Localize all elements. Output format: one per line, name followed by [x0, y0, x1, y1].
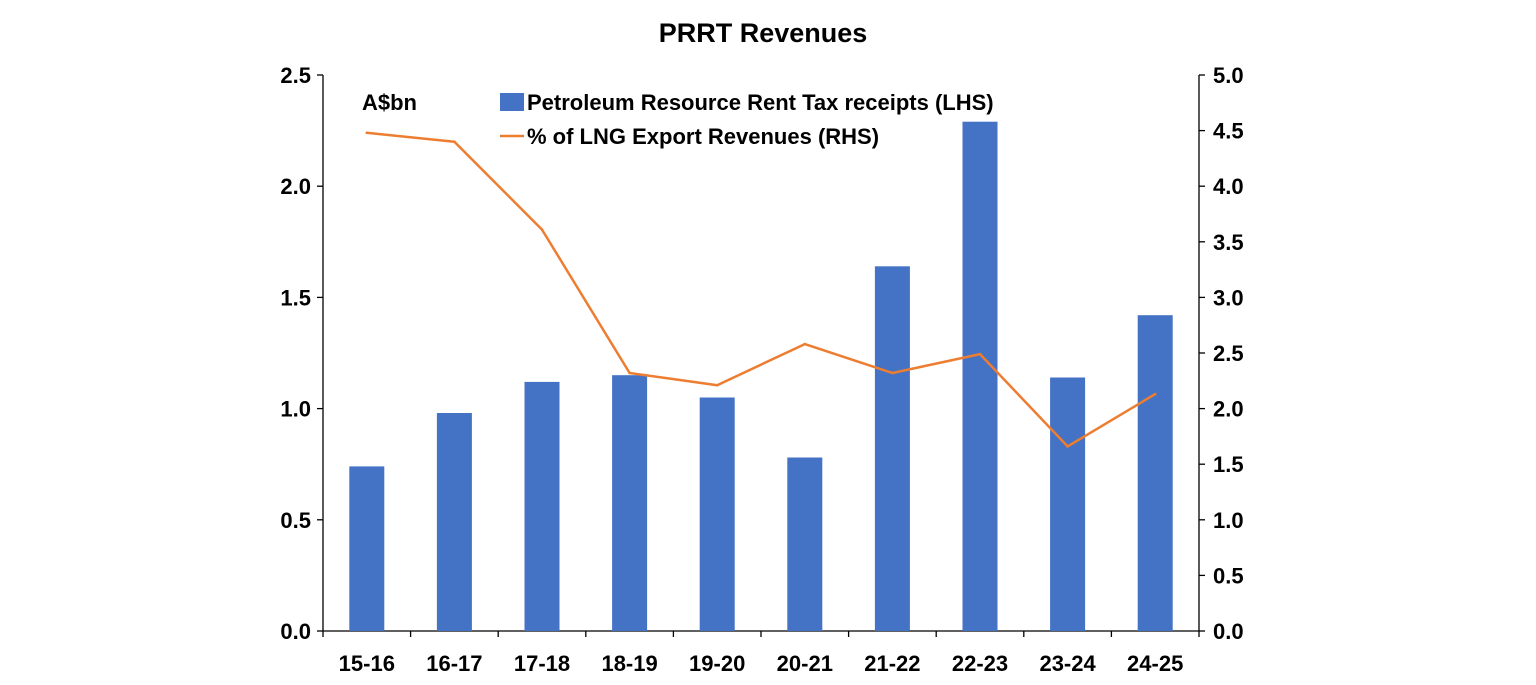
right-tick-label: 1.0	[1213, 508, 1244, 533]
line-point-22-23	[978, 352, 982, 356]
left-tick-label: 2.5	[280, 63, 311, 88]
right-tick-label: 5.0	[1213, 63, 1244, 88]
right-tick-label: 3.0	[1213, 285, 1244, 310]
bar-22-23	[962, 121, 998, 631]
line-point-17-18	[540, 228, 544, 231]
right-axis-ticks: 0.0 0.5 1.0 1.5 2.0 2.5 3.0 3.5 4.0 4.5 5.0	[1199, 63, 1244, 644]
x-tick-label: 22-23	[952, 651, 1008, 676]
x-axis-ticks: 15-16 16-17 17-18 18-19 19-20 20-21 21-22 22-23…	[322, 631, 1200, 676]
line-series	[365, 131, 1157, 448]
legend-bar-label: Petroleum Resource Rent Tax receipts (LH…	[527, 90, 994, 115]
bar-series	[349, 121, 1173, 631]
x-tick-label: 15-16	[339, 651, 395, 676]
bar-24-25	[1137, 315, 1173, 631]
unit-label: A$bn	[362, 90, 417, 115]
line-point-19-20	[715, 383, 719, 387]
right-tick-label: 2.0	[1213, 397, 1244, 422]
left-tick-label: 1.5	[280, 285, 311, 310]
right-tick-label: 3.5	[1213, 230, 1244, 255]
left-tick-label: 1.0	[280, 397, 311, 422]
right-tick-label: 1.5	[1213, 452, 1244, 477]
bar-23-24	[1050, 377, 1086, 631]
x-tick-label: 23-24	[1039, 651, 1096, 676]
legend-line-label: % of LNG Export Revenues (RHS)	[527, 124, 879, 149]
left-tick-label: 0.0	[280, 619, 311, 644]
right-tick-label: 0.5	[1213, 563, 1244, 588]
x-tick-label: 17-18	[514, 651, 570, 676]
bar-18-19	[612, 375, 648, 631]
bar-16-17	[436, 413, 472, 631]
bar-21-22	[874, 266, 910, 631]
bar-17-18	[524, 381, 560, 631]
line-point-15-16	[365, 131, 369, 135]
right-tick-label: 2.5	[1213, 341, 1244, 366]
right-tick-label: 0.0	[1213, 619, 1244, 644]
chart-title: PRRT Revenues	[659, 18, 868, 48]
right-tick-label: 4.5	[1213, 119, 1244, 144]
x-tick-label: 19-20	[689, 651, 745, 676]
x-tick-label: 20-21	[777, 651, 833, 676]
bar-15-16	[349, 466, 385, 631]
bar-20-21	[787, 457, 823, 631]
line-point-16-17	[453, 140, 456, 143]
line-path	[366, 131, 1156, 448]
left-tick-label: 2.0	[280, 174, 311, 199]
legend: Petroleum Resource Rent Tax receipts (LH…	[500, 90, 994, 149]
left-axis-ticks: 0.0 0.5 1.0 1.5 2.0 2.5	[280, 63, 323, 644]
line-point-18-19	[628, 371, 631, 375]
bar-19-20	[699, 397, 735, 631]
left-tick-label: 0.5	[280, 508, 311, 533]
line-point-20-21	[803, 342, 807, 346]
x-tick-label: 24-25	[1127, 651, 1183, 676]
x-tick-label: 21-22	[864, 651, 920, 676]
line-point-23-24	[1066, 445, 1069, 448]
legend-bar-swatch	[500, 93, 524, 111]
line-point-21-22	[891, 371, 894, 375]
x-tick-label: 18-19	[601, 651, 657, 676]
x-tick-label: 16-17	[426, 651, 482, 676]
right-tick-label: 4.0	[1213, 174, 1244, 199]
line-point-24-25	[1153, 392, 1157, 396]
